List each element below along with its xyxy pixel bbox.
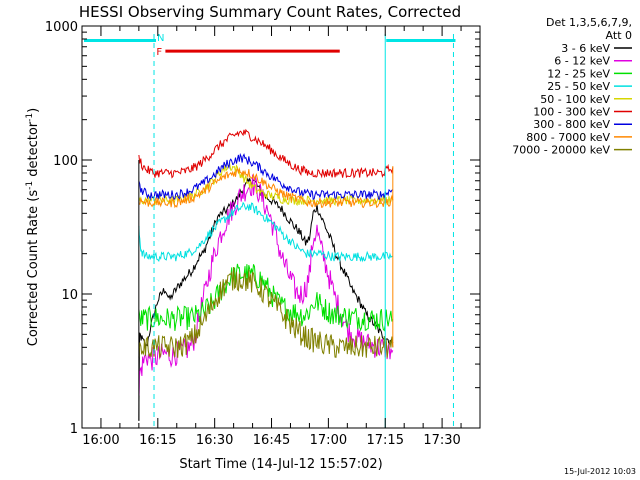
x-tick-label: 16:45 <box>253 433 290 448</box>
axis-layer: 16:00 16:15 16:30 16:45 17:00 17:15 17:30 1 10 10… <box>45 20 481 448</box>
legend-entry-label: 800 - 7000 keV <box>526 131 610 144</box>
legend-entry-label: 300 - 800 keV <box>533 118 610 131</box>
chart-title: HESSI Observing Summary Count Rates, Cor… <box>79 3 461 21</box>
x-tick-label: 17:30 <box>423 433 460 448</box>
plot-timestamp: 15-Jul-2012 10:03 <box>564 467 636 476</box>
legend-entry-label: 3 - 6 keV <box>561 42 610 55</box>
x-tick-label: 16:30 <box>196 433 233 448</box>
legend-entry-label: 6 - 12 keV <box>554 55 610 68</box>
legend-entry-label: 12 - 25 keV <box>547 67 610 80</box>
y-tick-label: 10 <box>61 288 78 303</box>
series-line-8 <box>138 166 394 209</box>
legend-entry-label: 50 - 100 keV <box>540 93 610 106</box>
legend-header-line-1: Det 1,3,5,6,7,9, <box>546 16 632 29</box>
series-line-6 <box>138 128 394 179</box>
y-axis-label-part-2: detector <box>26 121 41 181</box>
legend-header-line-2: Att 0 <box>606 29 632 42</box>
y-axis-label-exp-1: -1 <box>25 181 35 190</box>
y-axis-label: Corrected Count Rate (s-1 detector-1) <box>25 108 41 346</box>
series-line-4 <box>138 201 393 263</box>
y-axis-label-part-1: Corrected Count Rate (s <box>26 190 41 347</box>
series-line-1 <box>138 177 394 422</box>
plot-area: NF 16:00 16:15 16:30 16:45 17:00 17:15 17:3011… <box>45 20 481 448</box>
flare-marker-label: F <box>156 47 162 58</box>
y-tick-label: 100 <box>53 154 78 169</box>
night-marker-label: N <box>157 33 164 44</box>
legend-entry-label: 7000 - 20000 keV <box>512 144 610 157</box>
x-tick-label: 17:15 <box>367 433 404 448</box>
series-layer <box>138 128 394 422</box>
y-tick-label: 1000 <box>45 20 78 35</box>
y-tick-label: 1 <box>70 422 78 437</box>
legend-header: Det 1,3,5,6,7,9, Att 0 <box>546 16 632 42</box>
series-line-9 <box>138 266 394 358</box>
x-axis-label: Start Time (14-Jul-12 15:57:02) <box>179 457 382 472</box>
x-tick-label: 17:00 <box>310 433 347 448</box>
y-axis-label-exp-2: -1 <box>25 113 35 122</box>
legend-entry-label: 25 - 50 keV <box>547 80 610 93</box>
marker-layer: NF <box>84 33 456 428</box>
series-line-3 <box>138 263 394 332</box>
x-tick-label: 16:00 <box>82 433 119 448</box>
legend-entry-label: 100 - 300 keV <box>533 106 610 119</box>
x-tick-label: 16:15 <box>139 433 176 448</box>
plot-frame <box>81 25 481 429</box>
y-axis-label-part-3: ) <box>26 108 41 113</box>
series-line-7 <box>138 152 394 201</box>
